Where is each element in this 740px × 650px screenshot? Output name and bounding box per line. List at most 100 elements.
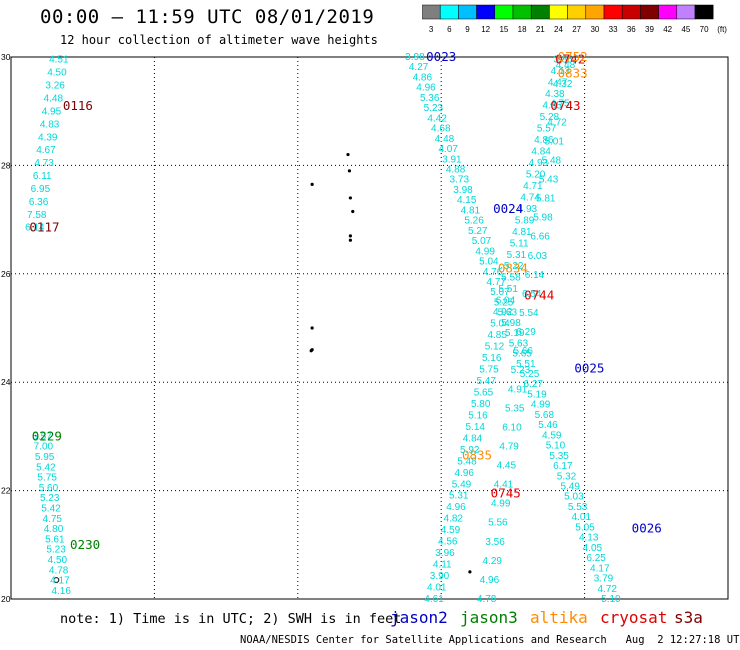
lat-tick-label: 20	[1, 594, 11, 604]
swh-value-west_south: 5.75	[37, 473, 57, 484]
pass-label-cryosat: 0742	[555, 52, 585, 67]
swh-value-cryosat_asc: 4.38	[545, 89, 565, 100]
island-marker	[348, 234, 352, 238]
swh-value-jason2_desc: 4.99	[531, 400, 551, 411]
swh-value-cryosat_asc: 5.31	[449, 491, 469, 502]
swh-value-jason2_desc: 4.68	[431, 124, 451, 135]
color-scale-label: 45	[681, 25, 690, 34]
swh-value-jason2_desc: 5.07	[472, 236, 492, 247]
color-scale-label: 9	[465, 25, 470, 34]
swh-value-altika_asc: 6.14	[525, 270, 545, 281]
swh-value-jason2_desc: 5.04	[479, 257, 499, 268]
island-marker	[351, 209, 355, 214]
swh-value-west_south: 5.95	[35, 452, 55, 463]
swh-value-altika_asc: 5.23	[511, 365, 531, 376]
swh-value-jason2_desc: 5.10	[601, 594, 621, 605]
swh-value-cryosat_asc: 5.57	[537, 124, 557, 135]
legend-jason2: jason2	[390, 608, 448, 627]
map-title: 00:00 — 11:59 UTC 08/01/2019	[40, 6, 375, 28]
color-scale-label: 30	[590, 25, 599, 34]
swh-value-altika_asc: 4.29	[483, 556, 503, 567]
swh-value-jason2_desc: 6.27	[524, 379, 544, 390]
pass-label-jason3: 0229	[32, 428, 62, 443]
swh-value-altika_asc: 4.91	[508, 384, 528, 395]
lat-tick-label: 28	[1, 160, 11, 170]
swh-value-west_south: 5.57	[32, 431, 52, 442]
pass-label-cryosat: 0117	[29, 220, 59, 235]
swh-value-west_north: 7.58	[27, 210, 47, 221]
swh-value-jason2_desc: 4.77	[487, 277, 507, 288]
swh-value-jason2_desc: 5.07	[490, 287, 510, 298]
swh-value-cryosat_asc: 4.96	[455, 468, 475, 479]
swh-value-jason2_desc: 4.72	[597, 584, 617, 595]
swh-value-jason2_desc: 5.63	[509, 338, 529, 349]
swh-value-cryosat_asc: 5.80	[471, 399, 491, 410]
swh-value-cryosat_asc: 5.12	[485, 342, 505, 353]
swh-value-jason2_desc: 3.79	[594, 574, 614, 585]
pass-label-altika: 0833	[558, 65, 588, 80]
swh-value-jason2_desc: 5.98	[501, 318, 521, 329]
color-scale-unit: (ft)	[717, 25, 727, 34]
swh-value-jason2_desc: 5.03	[564, 492, 584, 503]
color-scale-label: 27	[572, 25, 581, 34]
map-frame	[10, 56, 729, 600]
swh-value-cryosat_asc: 4.74	[520, 192, 540, 203]
swh-value-altika_asc: 6.10	[502, 422, 522, 433]
swh-value-cryosat_asc: 5.58	[501, 273, 521, 284]
swh-value-jason2_desc: 5.35	[549, 451, 569, 462]
map-subtitle: 12 hour collection of altimeter wave hei…	[60, 33, 378, 47]
island-marker	[348, 196, 352, 200]
island-marker	[310, 182, 314, 186]
pass-label-cryosat: 0743	[550, 98, 580, 113]
swh-value-cryosat_asc: 5.51	[498, 284, 518, 295]
swh-value-jason2_desc: 4.76	[483, 267, 503, 278]
swh-value-altika_asc: 6.54	[522, 289, 542, 300]
pass-label-cryosat: 0116	[63, 98, 93, 113]
swh-value-altika_asc: 5.66	[513, 346, 533, 357]
swh-value-jason2_desc: 5.51	[516, 359, 536, 370]
swh-value-west_south: 7.00	[34, 442, 54, 453]
swh-value-west_south: 4.17	[50, 576, 70, 587]
pass-label-altika: 0752	[558, 49, 588, 64]
island-marker	[348, 238, 352, 242]
swh-value-altika_asc: 4.41	[494, 480, 514, 491]
swh-value-jason2_desc: 5.25	[520, 369, 540, 380]
swh-value-jason2_desc: 4.88	[446, 164, 466, 175]
color-scale-label: 24	[554, 25, 563, 34]
swh-value-jason2_desc: 4.42	[427, 113, 447, 124]
color-scale-label: 42	[663, 25, 672, 34]
swh-value-west_south: 5.61	[45, 534, 65, 545]
color-scale-label: 33	[609, 25, 618, 34]
swh-value-altika_asc: 5.98	[533, 213, 553, 224]
legend-jason3: jason3	[460, 608, 518, 627]
swh-value-jason2_desc: 4.17	[590, 563, 610, 574]
swh-value-altika_asc: 4.99	[491, 499, 511, 510]
pass-label-jason2: 0024	[493, 201, 523, 216]
swh-value-altika_asc: 5.01	[544, 136, 564, 147]
footnote: note: 1) Time is in UTC; 2) SWH is in fe…	[60, 611, 402, 627]
swh-value-west_north: 4.39	[38, 132, 58, 143]
swh-value-west_south: 4.75	[43, 514, 63, 525]
swh-value-west_north: 4.73	[34, 158, 54, 169]
swh-value-jason2_desc: 6.25	[586, 553, 606, 564]
swh-value-jason2_desc: 4.81	[461, 205, 481, 216]
swh-value-jason2_desc: 4.27	[409, 62, 429, 73]
island-marker	[346, 152, 350, 157]
swh-value-altika_asc: 6.66	[530, 232, 550, 243]
lat-tick-label: 30	[1, 52, 11, 62]
credit-line: NOAA/NESDIS Center for Satellite Applica…	[240, 634, 740, 646]
lon-tick-label: 135	[4, 603, 18, 605]
swh-value-jason2_desc: 4.15	[457, 195, 477, 206]
swh-value-altika_asc: 4.78	[477, 594, 497, 605]
color-scale-label: 12	[481, 25, 490, 34]
swh-value-cryosat_asc: 4.35	[542, 101, 562, 112]
swh-value-cryosat_asc: 5.22	[504, 261, 524, 272]
swh-value-west_north: 6.95	[31, 184, 51, 195]
swh-value-west_south: 4.80	[44, 524, 64, 535]
swh-value-cryosat_asc: 4.01	[427, 583, 447, 594]
swh-value-jason2_desc: 3.91	[442, 154, 462, 165]
swh-value-west_north: 6.36	[29, 197, 49, 208]
swh-value-west_south: 4.78	[49, 565, 69, 576]
swh-value-cryosat_asc: 5.28	[540, 112, 560, 123]
swh-value-cryosat_asc: 4.82	[444, 514, 464, 525]
